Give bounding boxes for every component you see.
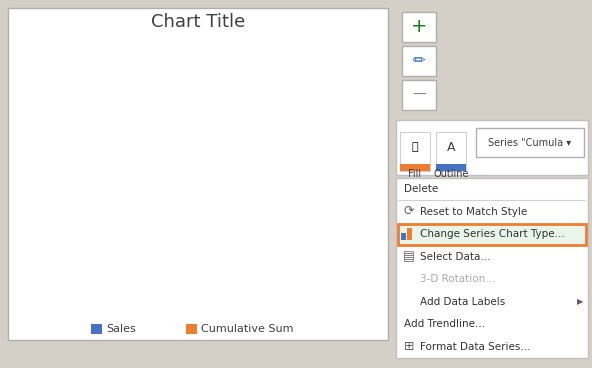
Text: ⊞: ⊞ [404,340,414,353]
Text: ✏: ✏ [413,53,426,68]
Bar [120,257,127,300]
Bar [213,290,221,300]
Text: Outline: Outline [433,169,469,179]
Bar [290,167,298,300]
Bar [262,292,270,300]
Text: Format Data Series...: Format Data Series... [420,342,530,352]
Text: +: + [411,18,427,36]
Bar [95,273,103,300]
Text: ⟳: ⟳ [404,205,414,218]
Bar [168,234,176,300]
Text: Reset to Match Style: Reset to Match Style [420,207,527,217]
Bar [242,194,249,300]
Bar [70,280,79,300]
Text: Sales: Sales [106,324,136,334]
Text: Chart Title: Chart Title [151,13,245,31]
Bar [217,204,225,300]
Bar [266,181,274,300]
Bar [115,290,123,300]
Bar [339,128,347,300]
Text: 3-D Rotation...: 3-D Rotation... [420,274,496,284]
Text: Select Data...: Select Data... [420,252,491,262]
Bar [140,292,148,300]
Bar [189,292,197,300]
Bar [287,290,294,300]
Bar [144,247,152,300]
Text: Add Data Labels: Add Data Labels [420,297,505,307]
Text: Add Trendline...: Add Trendline... [404,319,485,329]
Text: ▶: ▶ [577,297,583,306]
Bar [67,287,75,300]
Text: A: A [447,141,455,154]
Bar [314,148,323,300]
Text: ▤: ▤ [403,250,415,263]
Bar [192,220,201,300]
Text: Series "Cumula ▾: Series "Cumula ▾ [488,138,571,148]
Text: —: — [412,88,426,102]
Bar [359,285,367,300]
Text: Cumulative Sum: Cumulative Sum [201,324,294,334]
Bar [165,290,172,300]
Text: Fill: Fill [408,169,422,179]
Bar [311,287,318,300]
Bar [363,108,371,300]
Bar [91,293,99,300]
Text: Change Series Chart Type...: Change Series Chart Type... [420,229,565,239]
Bar [335,287,343,300]
Text: Delete: Delete [404,184,438,194]
Text: 🪣: 🪣 [411,142,419,152]
Bar [237,290,245,300]
